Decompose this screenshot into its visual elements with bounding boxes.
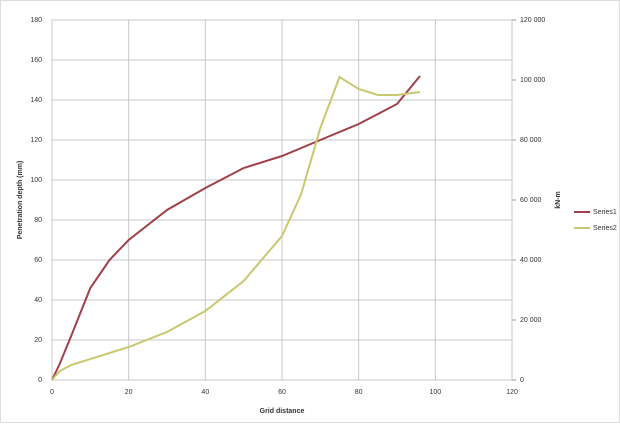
y-tick-label: 100 <box>30 177 42 184</box>
y2-tick-label: 120 000 <box>520 17 545 24</box>
y-tick-label: 60 <box>34 257 42 264</box>
legend-label: Series1 <box>593 209 617 216</box>
x-axis-title: Grid distance <box>260 408 305 415</box>
legend-label: Series2 <box>593 225 617 232</box>
x-tick-label: 120 <box>506 389 518 396</box>
y2-tick-label: 80 000 <box>520 137 542 144</box>
x-tick-label: 100 <box>429 389 441 396</box>
y-tick-label: 80 <box>34 217 42 224</box>
y2-tick-label: 20 000 <box>520 317 542 324</box>
y2-tick-label: 100 000 <box>520 77 545 84</box>
series-line <box>51 75 421 381</box>
x-tick-label: 0 <box>50 389 54 396</box>
x-tick-label: 80 <box>355 389 363 396</box>
y-tick-label: 160 <box>30 57 42 64</box>
y2-axis-title: kN-m <box>555 191 562 209</box>
y2-tick-label: 60 000 <box>520 197 542 204</box>
y2-tick-label: 40 000 <box>520 257 542 264</box>
y-tick-label: 0 <box>38 377 42 384</box>
x-tick-label: 60 <box>278 389 286 396</box>
x-tick-label: 40 <box>201 389 209 396</box>
y-axis-title: Penetration depth (mm) <box>17 161 24 240</box>
y-tick-label: 40 <box>34 297 42 304</box>
y-tick-label: 180 <box>30 17 42 24</box>
y-tick-label: 120 <box>30 137 42 144</box>
series-line <box>51 75 421 381</box>
y-tick-label: 20 <box>34 337 42 344</box>
y2-tick-label: 0 <box>520 377 524 384</box>
y-tick-label: 140 <box>30 97 42 104</box>
x-tick-label: 20 <box>125 389 133 396</box>
